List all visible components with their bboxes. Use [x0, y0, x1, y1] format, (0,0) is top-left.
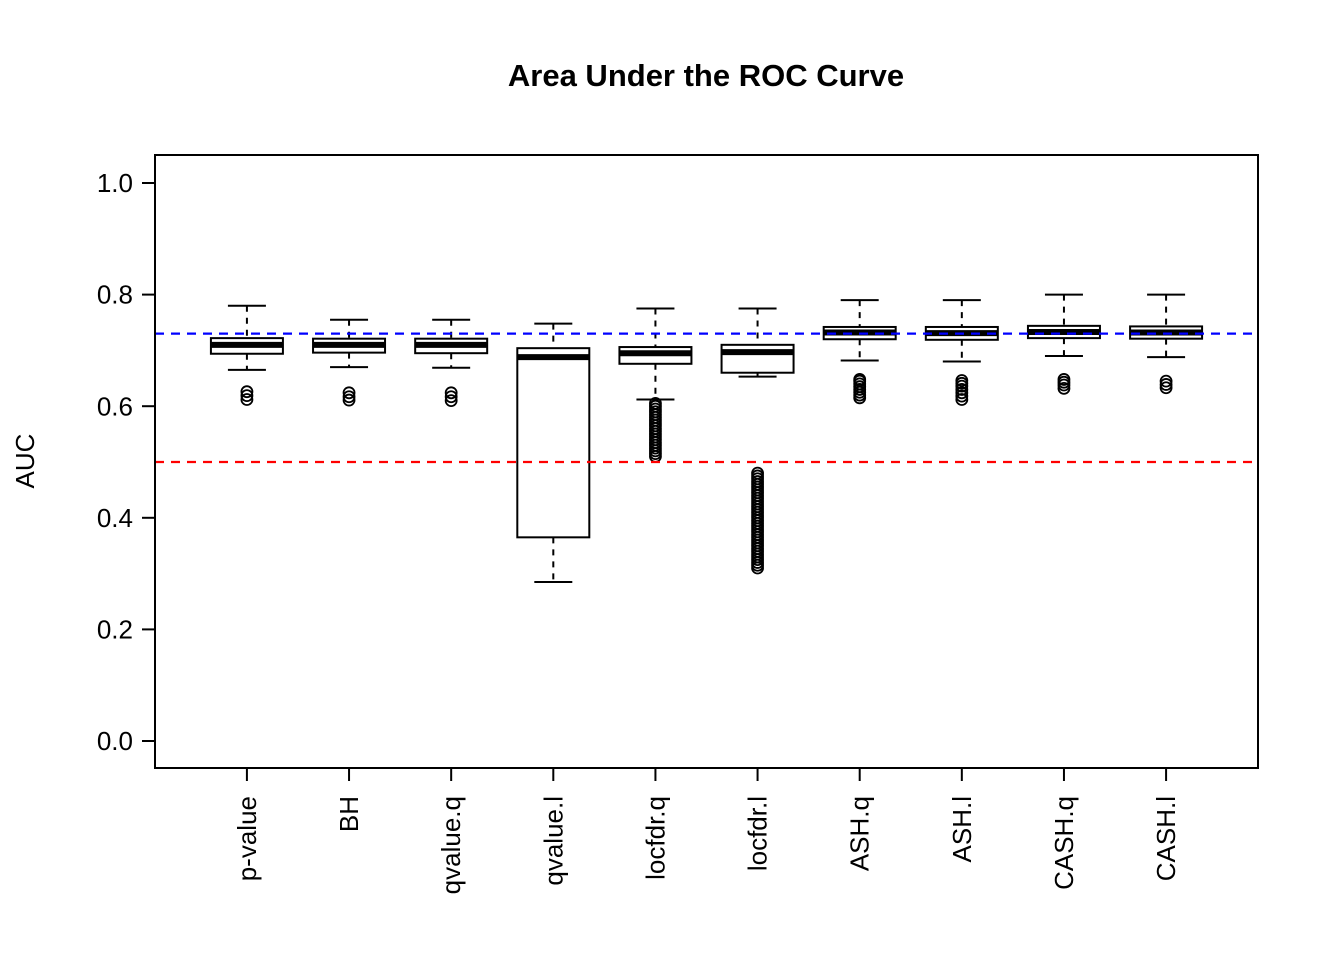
outlier-point — [1159, 378, 1173, 391]
outlier-point — [649, 397, 662, 410]
y-axis-tick-label: 0.4 — [97, 503, 133, 533]
x-axis-tick-label: ASH.l — [947, 796, 977, 862]
outlier-point — [853, 373, 867, 386]
outlier-point — [240, 385, 254, 399]
x-axis-tick-label: p-value — [232, 796, 262, 881]
outlier-point — [444, 394, 458, 408]
x-axis-tick-label: locfdr.q — [640, 796, 670, 880]
outlier-point — [1057, 373, 1071, 386]
outlier-point — [1057, 381, 1071, 395]
outlier-point — [1159, 374, 1173, 388]
outlier-point — [955, 393, 969, 406]
y-axis-title: AUC — [10, 434, 40, 489]
x-axis-tick-label: locfdr.l — [743, 796, 773, 871]
outlier-point — [955, 383, 969, 396]
outlier-point — [1159, 381, 1173, 395]
x-axis-tick-label: ASH.q — [845, 796, 875, 871]
outlier-point — [751, 466, 764, 480]
outlier-point — [240, 389, 254, 402]
outlier-point — [955, 374, 969, 387]
y-axis-tick-label: 0.8 — [97, 280, 133, 310]
box-iqr — [720, 343, 795, 374]
chart-title: Area Under the ROC Curve — [508, 58, 904, 93]
outlier-point — [342, 390, 356, 404]
outlier-point — [444, 386, 458, 400]
outlier-point — [444, 390, 458, 404]
plot-border — [154, 154, 1259, 769]
outlier-point — [240, 393, 254, 406]
outlier-point — [342, 393, 356, 407]
y-axis-tick-label: 1.0 — [97, 168, 133, 198]
x-axis-tick-label: qvalue.q — [436, 796, 466, 894]
x-axis-tick-label: BH — [334, 796, 364, 832]
outlier-point — [955, 386, 969, 400]
y-axis-tick-label: 0.2 — [97, 615, 133, 645]
outlier-point — [955, 389, 969, 403]
box-iqr — [516, 347, 591, 539]
x-axis-tick-label: CASH.l — [1151, 796, 1181, 881]
y-axis-tick-label: 0.6 — [97, 391, 133, 421]
x-axis-tick-label: qvalue.l — [538, 796, 568, 886]
plot-area: 0.0 0.2 0.4 0.6 0.8 1.0 p-value BH qvalue.q qvalu… — [97, 168, 1258, 894]
y-axis-tick-label: 0.0 — [97, 726, 133, 756]
x-axis-tick-label: CASH.q — [1049, 796, 1079, 890]
outlier-point — [342, 386, 356, 400]
